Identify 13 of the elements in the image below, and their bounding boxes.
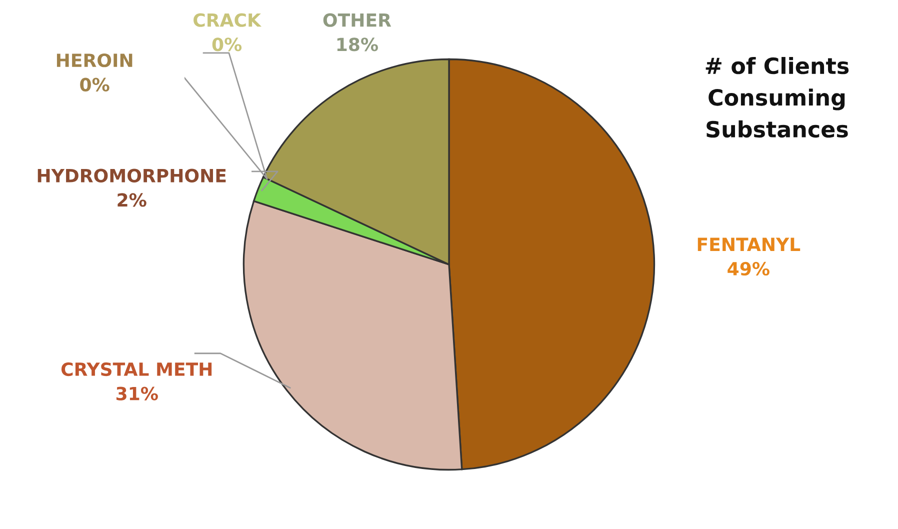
category-label: HEROIN [56, 53, 132, 68]
data-label: 2% [118, 193, 146, 207]
slice-label: CRYSTAL METH [61, 362, 212, 376]
slice-label: FENTANYL [698, 238, 800, 251]
slice-label: OTHER [323, 13, 392, 27]
slice-label: HYDROMORPHONE [38, 168, 226, 182]
text: 0% [212, 38, 242, 52]
category-label: CRACK [194, 13, 262, 27]
data-label: 49% [728, 262, 770, 276]
text: # of Clients Consuming Substances [706, 56, 849, 138]
text: 0% [80, 78, 110, 92]
data-label: 18% [337, 38, 378, 52]
data-label: 31% [116, 386, 158, 400]
